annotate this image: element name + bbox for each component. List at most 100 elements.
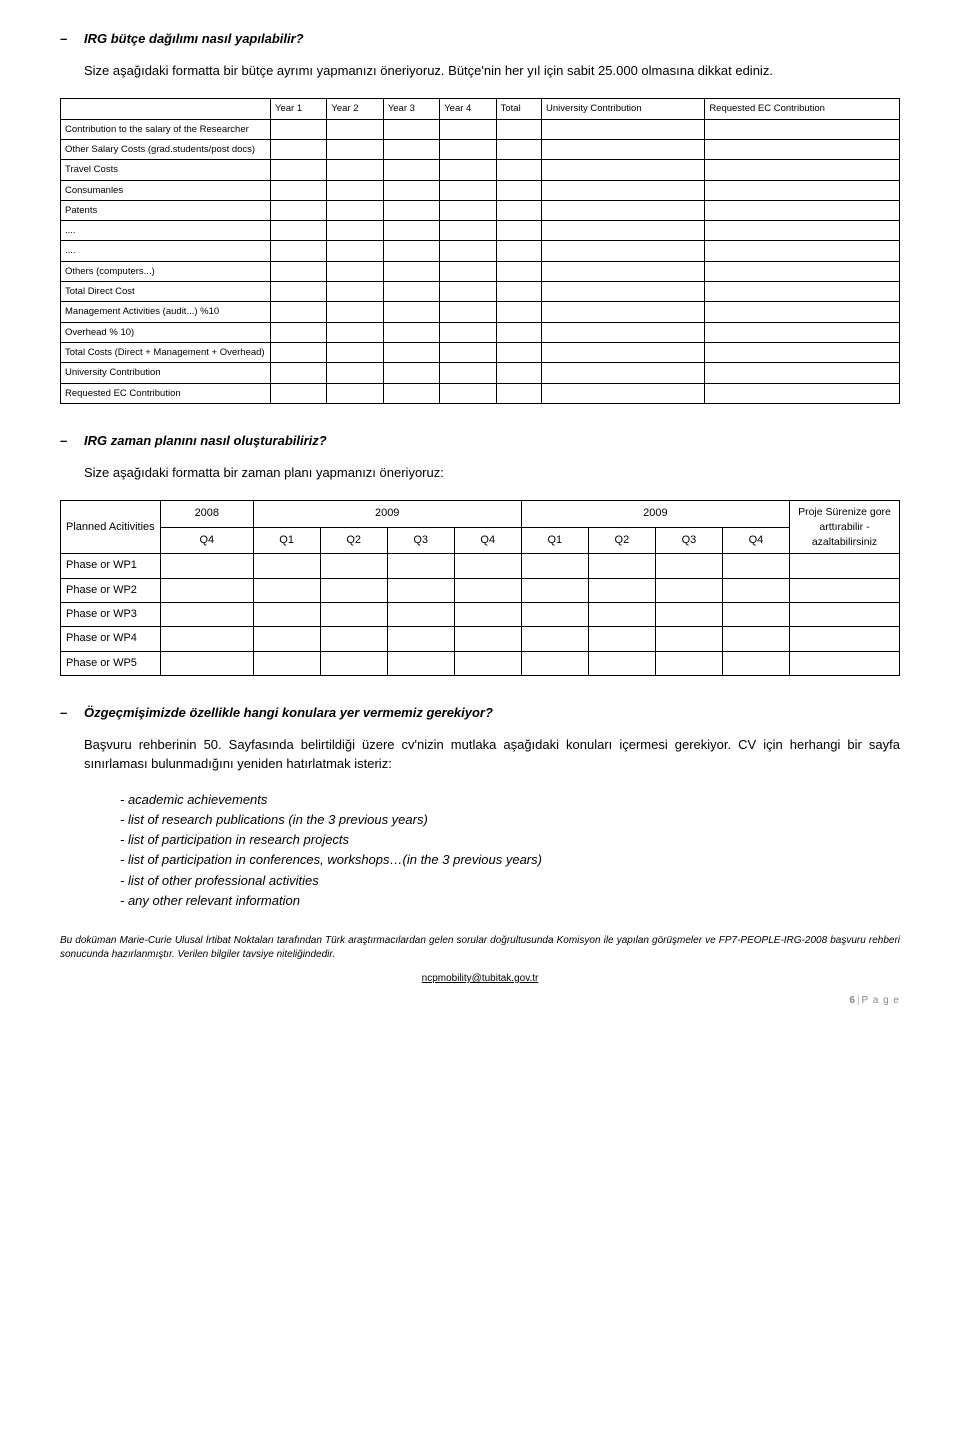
cell <box>327 363 383 383</box>
cell <box>271 342 327 362</box>
cell <box>454 651 521 675</box>
cell <box>454 603 521 627</box>
cell <box>496 383 541 403</box>
year-cell: 2009 <box>253 501 521 528</box>
cell <box>327 282 383 302</box>
row-label: .... <box>61 241 271 261</box>
cv-item-list: - academic achievements- list of researc… <box>120 791 900 910</box>
cell <box>327 180 383 200</box>
row-label: University Contribution <box>61 363 271 383</box>
row-label: Overhead % 10) <box>61 322 271 342</box>
table-row: Other Salary Costs (grad.students/post d… <box>61 139 900 159</box>
cell <box>655 603 722 627</box>
cell <box>327 383 383 403</box>
cell <box>253 578 320 602</box>
cell <box>705 261 900 281</box>
cell <box>542 363 705 383</box>
cell <box>588 554 655 578</box>
table-row: Phase or WP1 <box>61 554 900 578</box>
cell <box>496 200 541 220</box>
table-row: Consumanles <box>61 180 900 200</box>
cell <box>383 119 439 139</box>
cell <box>383 363 439 383</box>
cell <box>327 221 383 241</box>
cell <box>271 221 327 241</box>
phase-label: Phase or WP4 <box>61 627 161 651</box>
cell <box>705 383 900 403</box>
cell <box>542 119 705 139</box>
cell <box>496 322 541 342</box>
cell <box>440 221 496 241</box>
cell <box>383 160 439 180</box>
cell <box>320 554 387 578</box>
cell <box>271 241 327 261</box>
quarter-cell: Q3 <box>655 527 722 554</box>
cell <box>790 627 900 651</box>
footer-link: ncpmobility@tubitak.gov.tr <box>60 972 900 986</box>
quarter-cell: Q4 <box>454 527 521 554</box>
row-label: .... <box>61 221 271 241</box>
cell <box>383 180 439 200</box>
question-cv: – Özgeçmişimizde özellikle hangi konular… <box>60 704 900 722</box>
cell <box>722 554 789 578</box>
cell <box>440 160 496 180</box>
col-header: Year 2 <box>327 99 383 119</box>
cell <box>440 241 496 261</box>
cell <box>542 139 705 159</box>
cell <box>705 160 900 180</box>
cell <box>440 383 496 403</box>
cell <box>383 261 439 281</box>
row-label: Total Direct Cost <box>61 282 271 302</box>
cell <box>496 180 541 200</box>
quarter-cell: Q3 <box>387 527 454 554</box>
table-row: Contribution to the salary of the Resear… <box>61 119 900 139</box>
phase-label: Phase or WP1 <box>61 554 161 578</box>
page-number: 6|P a g e <box>60 994 900 1008</box>
dash-icon: – <box>60 432 84 450</box>
cell <box>542 302 705 322</box>
cell <box>496 221 541 241</box>
list-item: - list of research publications (in the … <box>120 811 900 829</box>
question-budget: – IRG bütçe dağılımı nasıl yapılabilir? <box>60 30 900 48</box>
col-header: Total <box>496 99 541 119</box>
cell <box>327 302 383 322</box>
cell <box>705 282 900 302</box>
table-row: Phase or WP5 <box>61 651 900 675</box>
cell <box>440 302 496 322</box>
cell <box>271 363 327 383</box>
cell <box>320 603 387 627</box>
cell <box>320 578 387 602</box>
col-header: Year 4 <box>440 99 496 119</box>
cell <box>271 282 327 302</box>
cell <box>440 282 496 302</box>
cell <box>588 603 655 627</box>
cell <box>327 119 383 139</box>
cell <box>383 282 439 302</box>
cell <box>271 139 327 159</box>
row-label: Others (computers...) <box>61 261 271 281</box>
quarter-cell: Q4 <box>161 527 254 554</box>
col-header: Requested EC Contribution <box>705 99 900 119</box>
table-row: Travel Costs <box>61 160 900 180</box>
cell <box>521 603 588 627</box>
cell <box>320 627 387 651</box>
cell <box>496 302 541 322</box>
cell <box>440 139 496 159</box>
table-header-row: Year 1 Year 2 Year 3 Year 4 Total Univer… <box>61 99 900 119</box>
cell <box>387 554 454 578</box>
cell <box>383 383 439 403</box>
cell <box>161 578 254 602</box>
cell <box>496 241 541 261</box>
phase-label: Phase or WP2 <box>61 578 161 602</box>
cell <box>327 160 383 180</box>
cell <box>705 302 900 322</box>
row-label: Requested EC Contribution <box>61 383 271 403</box>
cell <box>496 119 541 139</box>
cell <box>655 578 722 602</box>
cell <box>496 282 541 302</box>
cell <box>327 261 383 281</box>
cell <box>440 200 496 220</box>
cell <box>327 241 383 261</box>
cell <box>161 554 254 578</box>
cell <box>454 627 521 651</box>
